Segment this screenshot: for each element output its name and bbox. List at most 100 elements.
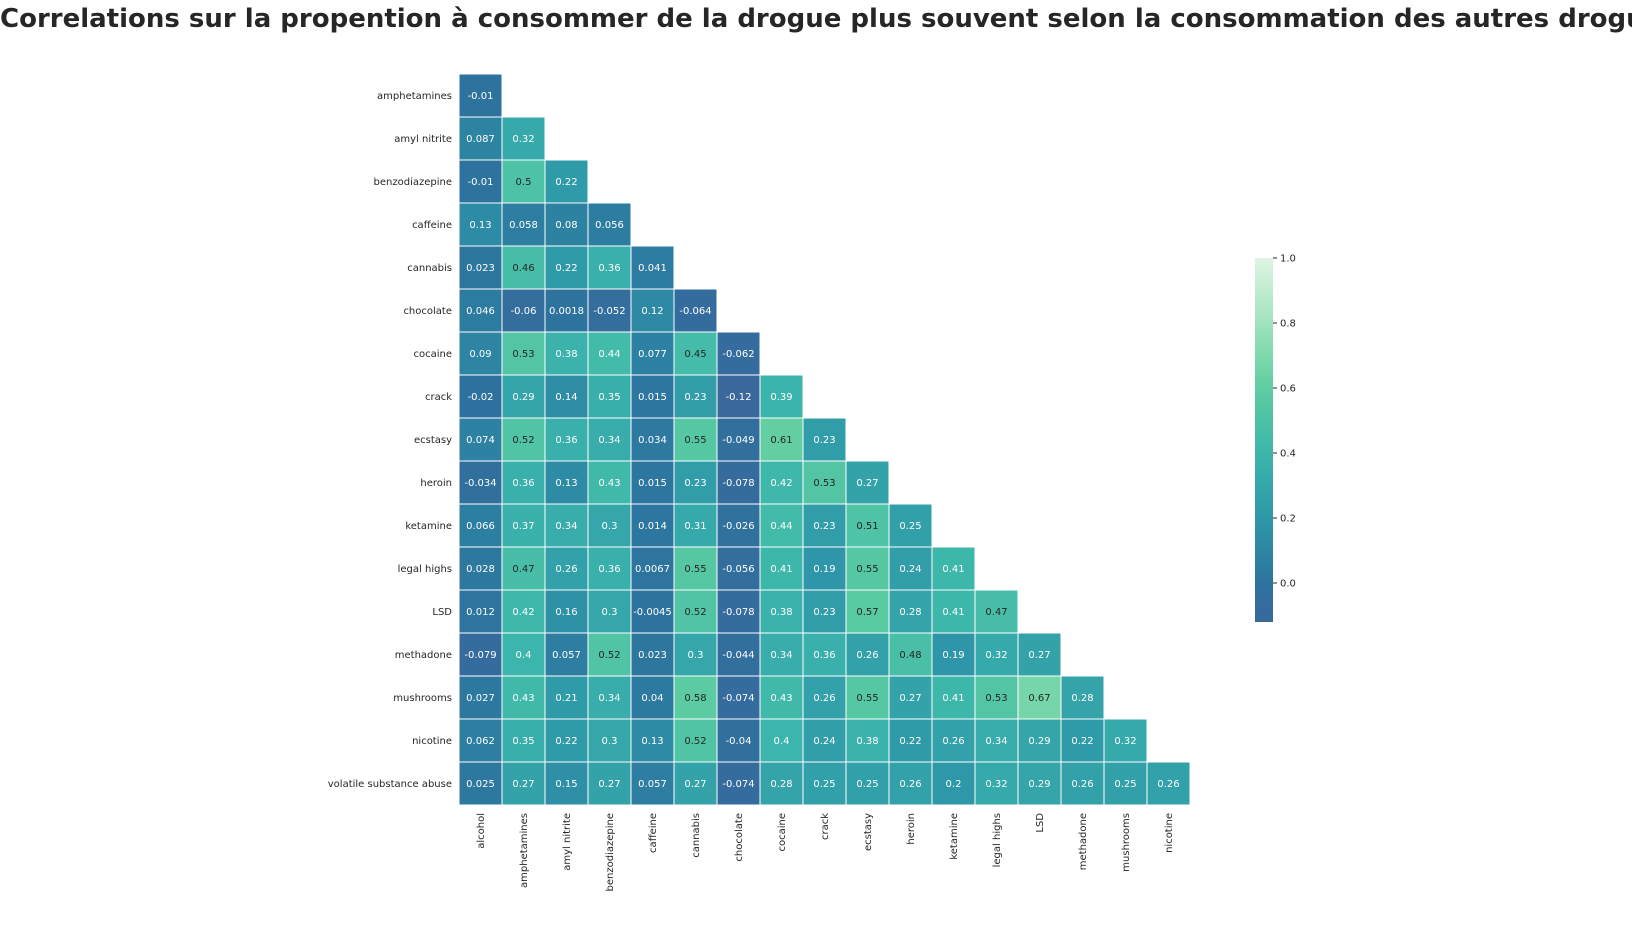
cell-value-label: -0.044 bbox=[722, 650, 754, 661]
heatmap-cell bbox=[587, 589, 632, 634]
cell-value-label: 0.25 bbox=[1114, 779, 1136, 790]
heatmap-cell bbox=[630, 632, 675, 677]
heatmap-cell bbox=[501, 245, 546, 290]
cell-value-label: 0.38 bbox=[770, 607, 792, 618]
heatmap-cell bbox=[630, 331, 675, 376]
column-tick-label: ketamine bbox=[949, 813, 960, 860]
cell-value-label: 0.27 bbox=[856, 478, 878, 489]
row-tick-label: heroin bbox=[420, 478, 452, 489]
heatmap-cell bbox=[673, 761, 718, 806]
heatmap-cell bbox=[974, 589, 1019, 634]
cell-value-label: -0.052 bbox=[593, 306, 625, 317]
cell-value-label: 0.12 bbox=[641, 306, 663, 317]
heatmap-cell bbox=[544, 374, 589, 419]
cell-value-label: 0.25 bbox=[856, 779, 878, 790]
row-tick-label: ecstasy bbox=[414, 435, 452, 446]
heatmap-cell bbox=[501, 331, 546, 376]
cell-value-label: 0.046 bbox=[466, 306, 495, 317]
heatmap-cell bbox=[501, 460, 546, 505]
cell-value-label: 0.22 bbox=[1071, 736, 1093, 747]
cell-value-label: 0.35 bbox=[598, 392, 620, 403]
heatmap-cell bbox=[458, 73, 503, 118]
heatmap-cell bbox=[931, 632, 976, 677]
heatmap-cell bbox=[458, 761, 503, 806]
heatmap-cell bbox=[1103, 718, 1148, 763]
heatmap-cell bbox=[716, 761, 761, 806]
heatmap-cell bbox=[716, 546, 761, 591]
heatmap-cell bbox=[587, 288, 632, 333]
cell-value-label: 0.51 bbox=[856, 521, 878, 532]
cell-value-label: 0.2 bbox=[946, 779, 962, 790]
cell-value-label: 0.014 bbox=[638, 521, 667, 532]
heatmap-cell bbox=[587, 761, 632, 806]
heatmap-cell bbox=[931, 718, 976, 763]
cell-value-label: 0.057 bbox=[638, 779, 667, 790]
row-tick-label: chocolate bbox=[403, 306, 452, 317]
cell-value-label: 0.41 bbox=[942, 607, 964, 618]
cell-value-label: -0.062 bbox=[722, 349, 754, 360]
cell-value-label: 0.077 bbox=[638, 349, 667, 360]
row-tick-label: mushrooms bbox=[393, 693, 452, 704]
column-tick-label: heroin bbox=[906, 813, 917, 845]
cell-value-label: 0.47 bbox=[512, 564, 534, 575]
cell-value-label: 0.32 bbox=[985, 779, 1007, 790]
cell-value-label: 0.28 bbox=[899, 607, 921, 618]
cell-value-label: 0.26 bbox=[899, 779, 921, 790]
cell-value-label: 0.55 bbox=[684, 435, 706, 446]
heatmap-cell bbox=[931, 589, 976, 634]
heatmap-cell bbox=[1017, 761, 1062, 806]
cell-value-label: 0.0067 bbox=[635, 564, 670, 575]
cell-value-label: 0.4 bbox=[516, 650, 532, 661]
heatmap-cell bbox=[974, 718, 1019, 763]
heatmap-cell bbox=[845, 546, 890, 591]
cell-value-label: 0.43 bbox=[770, 693, 792, 704]
heatmap-cell bbox=[759, 632, 804, 677]
row-tick-labels: amphetamines amyl nitrite benzodiazepine ca… bbox=[328, 91, 453, 790]
heatmap-cell bbox=[544, 288, 589, 333]
heatmap-cell bbox=[501, 675, 546, 720]
cell-value-label: 0.27 bbox=[684, 779, 706, 790]
heatmap-cell bbox=[1017, 632, 1062, 677]
column-tick-label: nicotine bbox=[1164, 813, 1175, 853]
heatmap-cell bbox=[931, 546, 976, 591]
heatmap-cell bbox=[759, 718, 804, 763]
heatmap-cell bbox=[673, 546, 718, 591]
cell-value-label: 0.26 bbox=[555, 564, 577, 575]
heatmap-cell bbox=[544, 675, 589, 720]
cell-value-label: 0.36 bbox=[598, 564, 620, 575]
cell-value-label: 0.26 bbox=[942, 736, 964, 747]
cell-value-label: 0.23 bbox=[813, 435, 835, 446]
cell-value-label: 0.25 bbox=[899, 521, 921, 532]
heatmap-cell bbox=[845, 632, 890, 677]
cell-value-label: 0.28 bbox=[770, 779, 792, 790]
cell-value-label: 0.26 bbox=[1157, 779, 1179, 790]
row-tick-label: amyl nitrite bbox=[394, 134, 452, 145]
cell-value-label: 0.32 bbox=[512, 134, 534, 145]
heatmap-cell bbox=[544, 331, 589, 376]
cell-value-label: -0.02 bbox=[468, 392, 494, 403]
cell-value-label: 0.29 bbox=[512, 392, 534, 403]
cell-value-label: 0.27 bbox=[899, 693, 921, 704]
cell-value-label: 0.023 bbox=[638, 650, 667, 661]
colorbar-tick-label: 0.0 bbox=[1280, 579, 1296, 590]
heatmap-cell bbox=[716, 331, 761, 376]
heatmap-cell bbox=[716, 503, 761, 548]
cell-value-label: 0.3 bbox=[688, 650, 704, 661]
cell-value-label: 0.27 bbox=[512, 779, 534, 790]
cell-value-label: 0.034 bbox=[638, 435, 667, 446]
heatmap-cell bbox=[759, 589, 804, 634]
heatmap-cell bbox=[544, 202, 589, 247]
cell-value-label: 0.52 bbox=[684, 736, 706, 747]
row-tick-label: ketamine bbox=[405, 521, 452, 532]
cell-value-label: 0.34 bbox=[598, 435, 620, 446]
cell-value-label: 0.53 bbox=[813, 478, 835, 489]
cell-value-label: 0.04 bbox=[641, 693, 663, 704]
cell-value-label: 0.058 bbox=[509, 220, 538, 231]
cell-value-label: 0.066 bbox=[466, 521, 495, 532]
row-tick-label: caffeine bbox=[412, 220, 452, 231]
cell-value-label: 0.074 bbox=[466, 435, 495, 446]
cell-value-label: 0.34 bbox=[555, 521, 577, 532]
heatmap-cell bbox=[630, 503, 675, 548]
cell-value-label: 0.041 bbox=[638, 263, 667, 274]
